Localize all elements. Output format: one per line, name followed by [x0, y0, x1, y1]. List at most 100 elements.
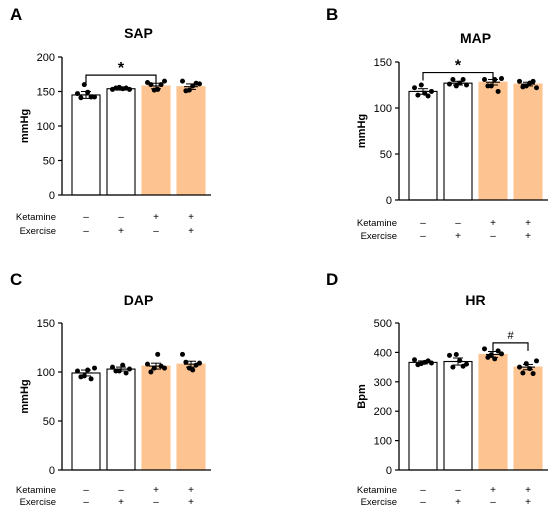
y-tick-label: 150: [37, 318, 55, 330]
data-point: [412, 357, 417, 363]
chart-title: HR: [465, 292, 485, 308]
significance-bracket: [492, 342, 529, 351]
data-point: [464, 361, 469, 367]
y-tick-label: 0: [386, 465, 392, 477]
data-point: [418, 82, 424, 88]
treatment-sign: +: [525, 231, 531, 242]
treatment-sign: +: [455, 231, 461, 242]
row-label-exercise: Exercise: [20, 226, 56, 237]
panel-letter: C: [10, 270, 22, 289]
y-tick-label: 200: [37, 52, 55, 64]
data-point: [88, 376, 94, 382]
data-point: [534, 358, 539, 364]
chart-title: MAP: [460, 30, 491, 46]
treatment-sign: –: [490, 497, 496, 507]
treatment-sign: –: [420, 497, 426, 507]
treatment-sign: +: [490, 485, 496, 496]
treatment-sign: –: [83, 497, 89, 507]
treatment-sign: –: [83, 212, 89, 223]
y-tick-label: 50: [43, 156, 55, 168]
data-point: [517, 78, 522, 84]
data-point: [180, 78, 185, 84]
data-point: [123, 370, 129, 376]
data-point: [530, 371, 536, 377]
data-point: [460, 76, 466, 82]
treatment-sign: +: [525, 497, 531, 507]
row-label-exercise: Exercise: [361, 231, 397, 242]
y-axis-label: mmHg: [19, 109, 31, 143]
treatment-sign: +: [188, 497, 194, 507]
treatment-sign: +: [188, 212, 194, 223]
data-point: [482, 76, 487, 82]
row-label-exercise: Exercise: [20, 497, 56, 507]
treatment-sign: +: [525, 485, 531, 496]
y-tick-label: 100: [374, 436, 392, 448]
treatment-sign: –: [420, 231, 426, 242]
data-point: [412, 85, 417, 91]
data-point: [148, 369, 154, 375]
panel-letter: A: [10, 5, 22, 24]
bar: [141, 85, 171, 196]
data-point: [530, 78, 536, 84]
data-point: [190, 367, 196, 373]
data-point: [499, 76, 504, 82]
significance-marker: #: [507, 330, 514, 342]
row-label-ketamine: Ketamine: [357, 218, 397, 229]
treatment-sign: –: [83, 226, 89, 237]
data-point: [75, 368, 80, 374]
data-point: [429, 88, 434, 94]
treatment-sign: –: [420, 485, 426, 496]
bar: [443, 360, 473, 471]
treatment-sign: +: [188, 226, 194, 237]
y-tick-label: 300: [374, 377, 392, 389]
row-label-ketamine: Ketamine: [16, 485, 56, 496]
data-point: [145, 361, 150, 367]
data-point: [127, 86, 132, 92]
bar: [443, 82, 473, 201]
y-axis-label: mmHg: [19, 379, 31, 413]
data-point: [485, 354, 491, 360]
significance-bracket: [422, 71, 494, 81]
data-point: [482, 346, 487, 352]
y-tick-label: 0: [49, 190, 55, 202]
data-point: [425, 93, 431, 99]
bar: [176, 363, 206, 471]
bar: [106, 368, 136, 471]
data-point: [127, 366, 132, 372]
panel-letter: D: [326, 270, 338, 289]
data-point: [450, 364, 456, 370]
y-tick-label: 0: [49, 465, 55, 477]
treatment-sign: +: [153, 212, 159, 223]
y-tick-label: 50: [380, 149, 392, 161]
data-point: [517, 364, 522, 370]
bar: [71, 372, 101, 471]
y-tick-label: 100: [37, 367, 55, 379]
treatment-sign: –: [153, 226, 159, 237]
data-point: [429, 360, 434, 366]
bar: [176, 86, 206, 196]
treatment-sign: –: [455, 485, 461, 496]
bar: [513, 83, 543, 201]
significance-marker: *: [118, 60, 125, 77]
data-point: [447, 352, 452, 358]
y-tick-label: 100: [374, 103, 392, 115]
chart-title: SAP: [124, 25, 153, 41]
data-point: [197, 81, 202, 87]
bar: [408, 361, 438, 471]
chart-panel-a: A SAP mmHg 0 50 100 150 200 * Ketamine Exercise – – +…: [10, 5, 211, 237]
treatment-sign: –: [118, 212, 124, 223]
treatment-sign: +: [188, 485, 194, 496]
row-label-ketamine: Ketamine: [16, 212, 56, 223]
data-point: [464, 82, 469, 88]
bar: [478, 353, 508, 471]
data-point: [453, 351, 459, 357]
data-point: [92, 94, 97, 100]
treatment-sign: –: [83, 485, 89, 496]
data-point: [180, 351, 185, 357]
bar: [71, 94, 101, 196]
data-point: [162, 365, 167, 371]
data-point: [520, 370, 526, 376]
y-tick-label: 100: [37, 121, 55, 133]
row-label-exercise: Exercise: [361, 497, 397, 507]
